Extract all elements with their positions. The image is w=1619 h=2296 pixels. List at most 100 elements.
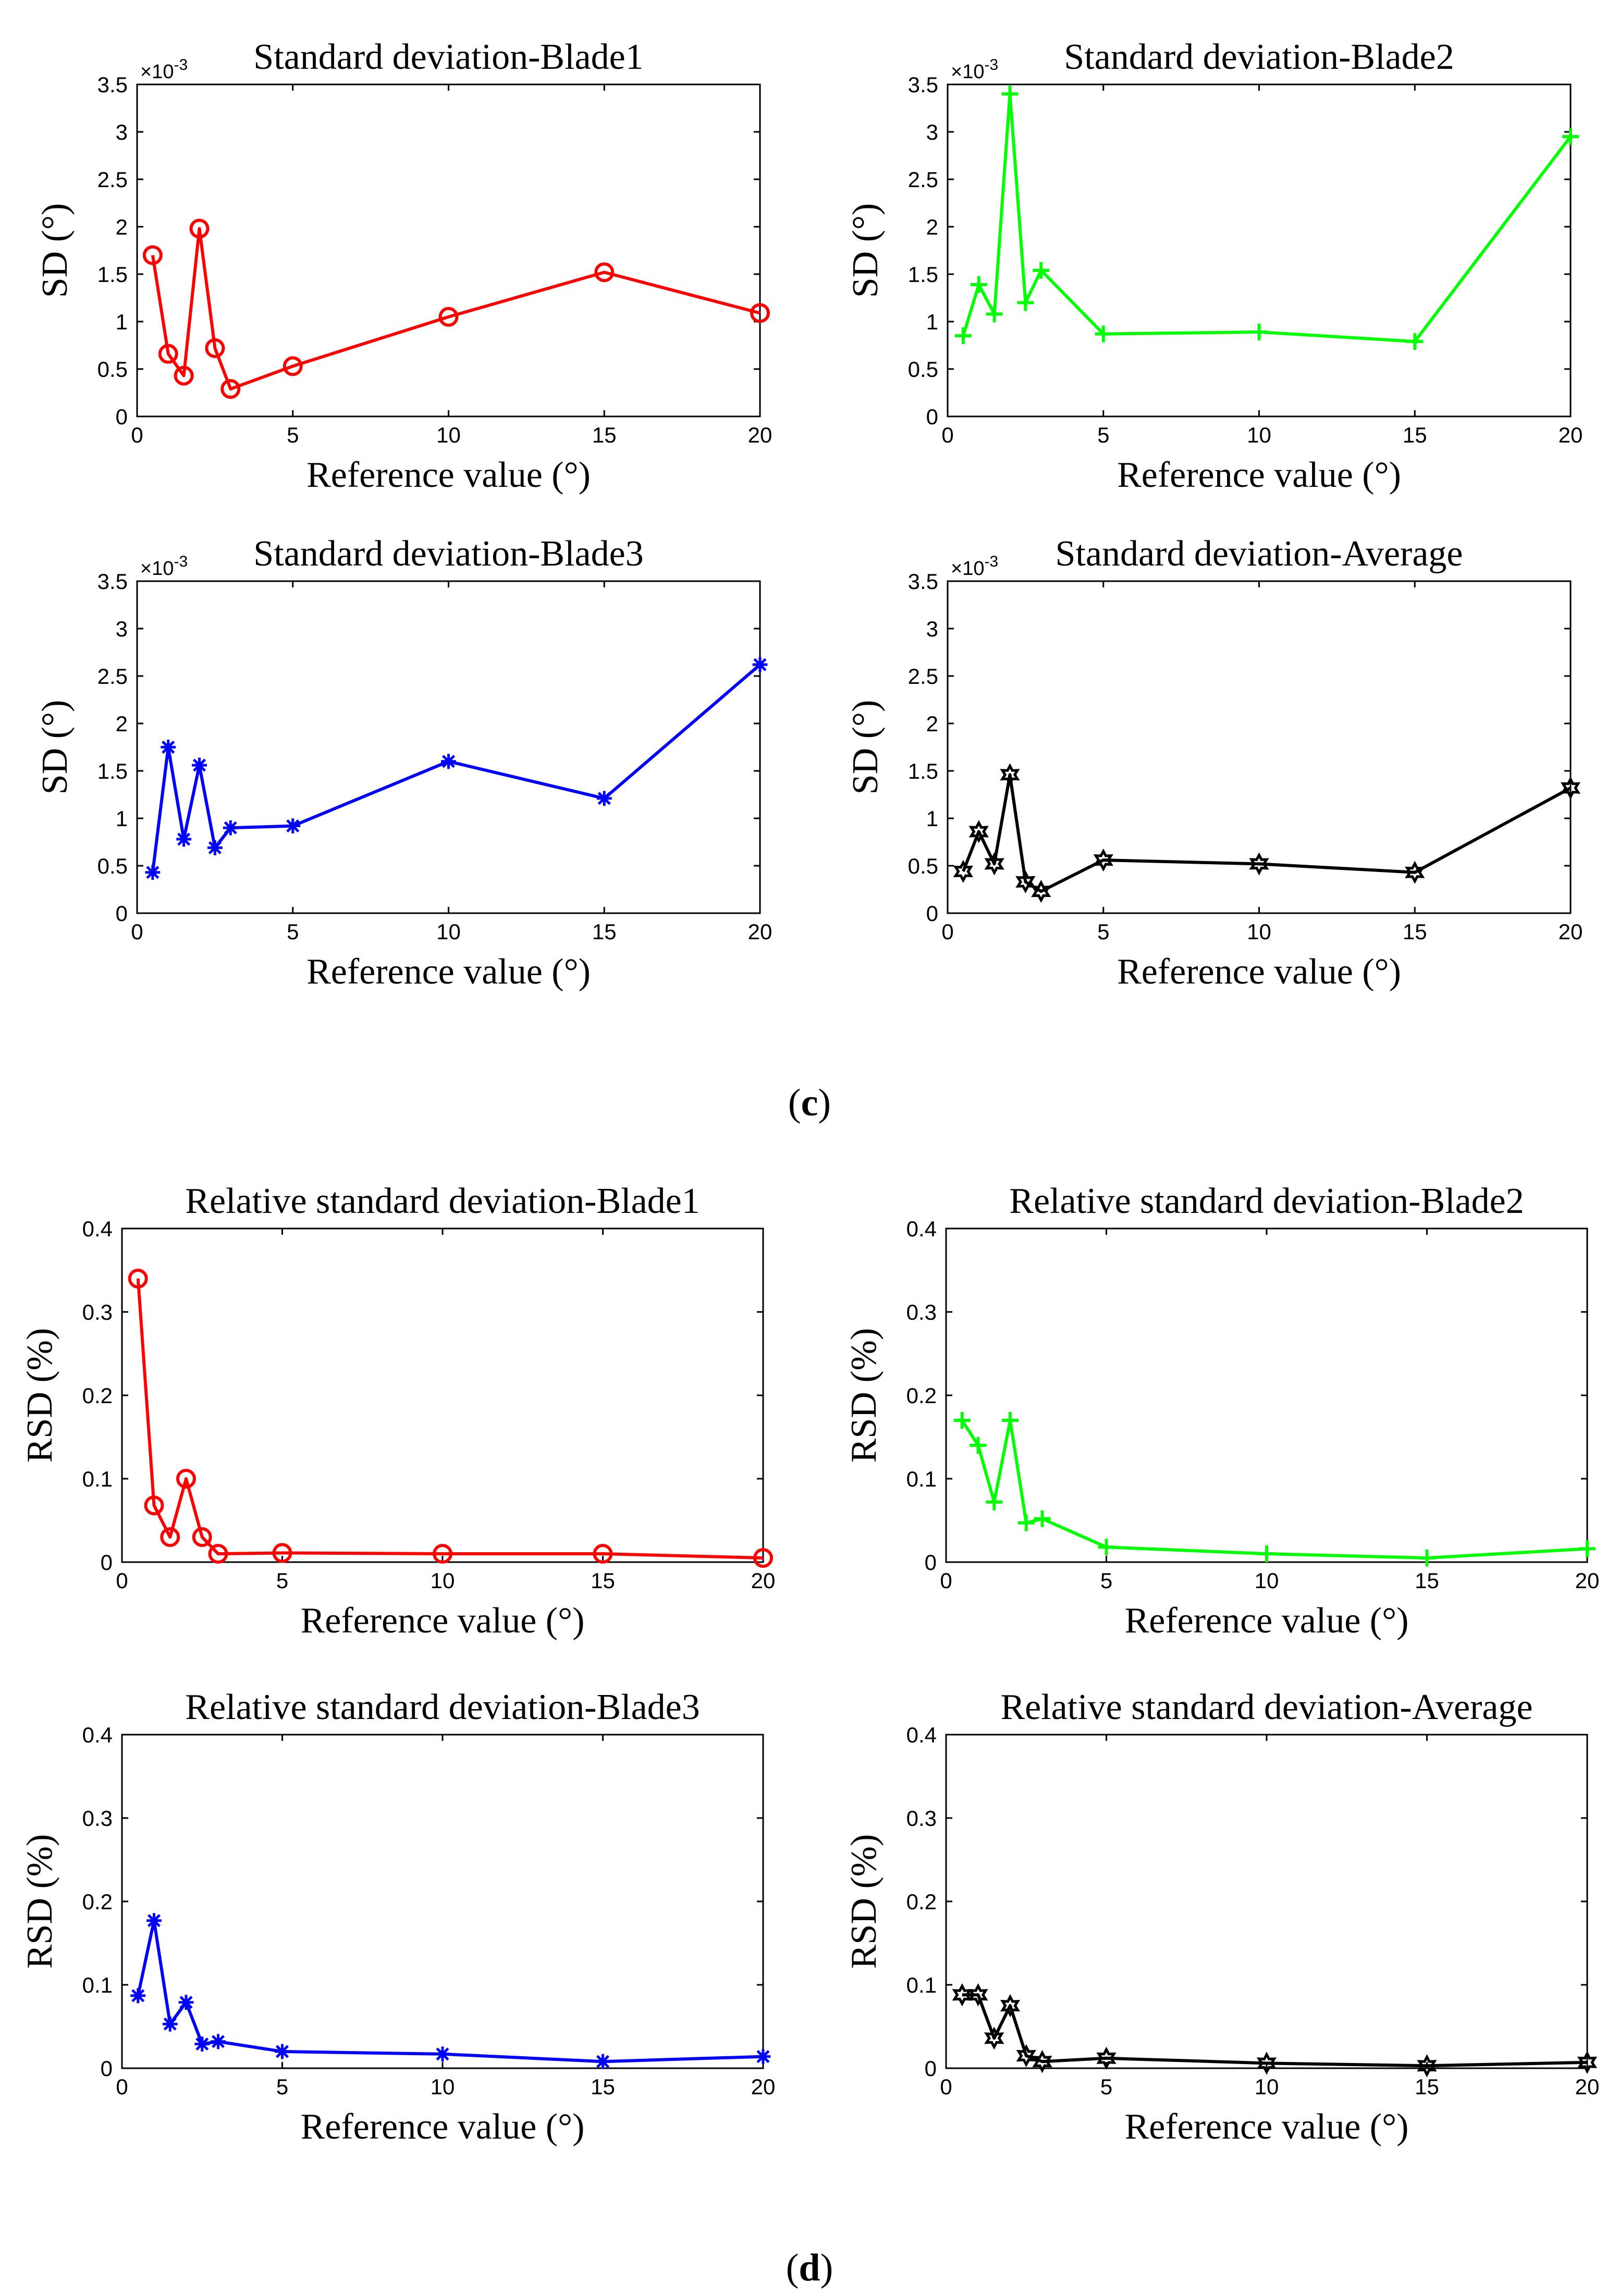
data-point-marker xyxy=(211,2034,226,2049)
x-tick-label: 0 xyxy=(941,919,953,944)
x-tick-label: 10 xyxy=(1247,423,1271,447)
x-tick-label: 0 xyxy=(116,2074,128,2099)
series-line xyxy=(151,663,761,873)
data-point-marker xyxy=(189,218,210,239)
x-tick-label: 5 xyxy=(287,919,299,944)
data-point-marker xyxy=(176,1469,196,1489)
data-point-marker xyxy=(1579,1540,1596,1557)
data-point-marker xyxy=(1562,128,1579,145)
x-tick-label: 5 xyxy=(287,423,299,447)
data-point-marker xyxy=(953,860,974,883)
data-point-marker xyxy=(146,1913,162,1929)
series-average xyxy=(952,1983,1598,2078)
y-exponent-label: ×10-3 xyxy=(140,553,188,580)
y-tick-label: 0.3 xyxy=(82,1300,113,1324)
y-tick-label: 1 xyxy=(926,310,938,334)
series-blade3 xyxy=(130,1913,771,2069)
chart-title: Standard deviation-Blade3 xyxy=(253,534,643,574)
y-tick-label: 0.1 xyxy=(82,1973,113,1997)
data-point-marker xyxy=(176,831,192,847)
x-tick-label: 10 xyxy=(436,423,461,447)
y-tick-label: 0 xyxy=(925,2056,937,2081)
x-tick-label: 10 xyxy=(1247,919,1271,944)
x-tick-label: 10 xyxy=(436,919,461,944)
chart-sd-blade1: Standard deviation-Blade1 0 5 10 15 20 0 0.5 1 1.… xyxy=(35,37,772,495)
data-point-marker xyxy=(1250,324,1268,341)
series-line xyxy=(962,773,1572,893)
plot-frame xyxy=(121,1734,764,2069)
series-blade1 xyxy=(142,218,770,399)
plot-frame xyxy=(947,83,1572,418)
y-tick-label: 1.5 xyxy=(97,262,128,287)
data-point-marker xyxy=(194,2036,210,2052)
y-axis-label: RSD (%) xyxy=(844,1834,884,1969)
y-tick-label: 3 xyxy=(116,120,128,144)
data-point-marker xyxy=(192,757,207,773)
y-tick-label: 0 xyxy=(926,404,938,429)
y-tick-label: 0 xyxy=(116,901,128,926)
data-point-marker xyxy=(984,852,1004,876)
data-point-marker xyxy=(755,2049,771,2064)
series-line xyxy=(136,1278,764,1560)
y-tick-label: 0.4 xyxy=(906,1723,937,1747)
data-point-marker xyxy=(1098,1539,1115,1556)
y-tick-label: 0.5 xyxy=(97,357,128,382)
chart-title: Standard deviation-Blade1 xyxy=(253,37,643,77)
data-point-marker xyxy=(752,657,768,672)
series-average xyxy=(953,763,1581,903)
x-tick-label: 10 xyxy=(1255,2074,1279,2099)
data-point-marker xyxy=(441,754,456,769)
series-blade1 xyxy=(128,1269,773,1568)
data-point-marker xyxy=(1405,861,1425,884)
data-point-marker xyxy=(595,2054,610,2069)
data-point-marker xyxy=(1249,852,1269,876)
y-exponent-label: ×10-3 xyxy=(951,56,998,83)
y-axis-label: RSD (%) xyxy=(844,1328,884,1463)
y-axis-label: RSD (%) xyxy=(20,1834,60,1969)
y-tick-label: 1.5 xyxy=(908,759,938,783)
data-point-marker xyxy=(952,1983,972,2007)
data-point-marker xyxy=(1000,1994,1021,2018)
panel-label-c: (c) xyxy=(788,1082,831,1124)
data-point-marker xyxy=(205,338,225,358)
x-tick-label: 15 xyxy=(591,2074,615,2099)
chart-title: Relative standard deviation-Blade2 xyxy=(1009,1181,1524,1221)
data-point-marker xyxy=(968,1983,988,2007)
data-point-marker xyxy=(1256,2052,1277,2075)
data-point-marker xyxy=(285,818,301,833)
data-point-marker xyxy=(594,262,615,283)
data-point-marker xyxy=(223,820,238,836)
data-point-marker xyxy=(1258,1545,1275,1562)
data-point-marker xyxy=(970,276,987,293)
chart-rsd-blade3: Relative standard deviation-Blade3 0 5 10 15… xyxy=(20,1687,775,2147)
data-point-marker xyxy=(275,2044,290,2059)
y-tick-label: 3.5 xyxy=(908,72,938,97)
y-tick-label: 2.5 xyxy=(908,664,938,689)
x-tick-label: 10 xyxy=(431,1568,455,1593)
y-tick-label: 0.1 xyxy=(906,1467,937,1491)
series-line xyxy=(962,1993,1588,2068)
x-tick-label: 0 xyxy=(940,2074,952,2099)
data-point-marker xyxy=(750,303,770,323)
y-tick-label: 2.5 xyxy=(97,167,128,192)
y-tick-label: 0.5 xyxy=(908,854,938,878)
data-point-marker xyxy=(968,820,989,843)
y-tick-label: 3.5 xyxy=(97,72,128,97)
y-tick-label: 0.4 xyxy=(82,1723,113,1747)
x-axis-label: Reference value (°) xyxy=(306,455,591,495)
data-point-marker xyxy=(1577,2051,1598,2074)
x-tick-label: 10 xyxy=(431,2074,455,2099)
y-axis-label: SD (°) xyxy=(845,700,886,795)
data-point-marker xyxy=(596,791,612,806)
plot-frame xyxy=(136,83,761,418)
x-tick-label: 15 xyxy=(1415,1568,1439,1593)
y-tick-label: 3 xyxy=(926,120,938,144)
chart-title: Standard deviation-Blade2 xyxy=(1064,37,1454,77)
data-point-marker xyxy=(433,1544,452,1564)
y-tick-label: 2 xyxy=(116,711,128,736)
x-axis-label: Reference value (°) xyxy=(1125,2107,1409,2147)
series-blade2 xyxy=(953,1412,1596,1566)
data-point-marker xyxy=(986,305,1003,323)
x-tick-label: 20 xyxy=(1575,2074,1600,2099)
